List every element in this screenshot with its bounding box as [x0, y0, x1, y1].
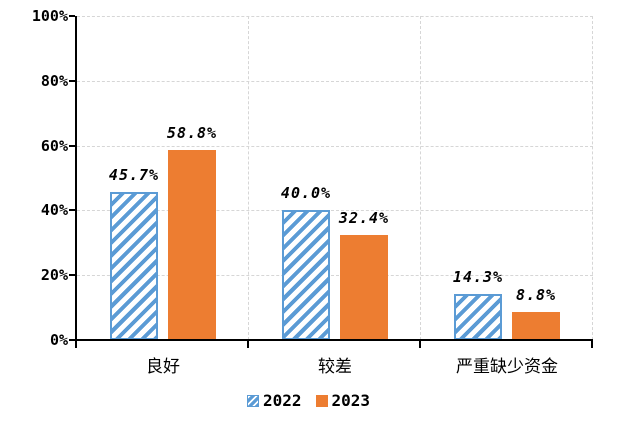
plot-area: 45.7% 58.8% 40.0% 32.4% 14.3% 8.8% — [77, 16, 593, 340]
gridline-horizontal-100 — [77, 16, 593, 17]
y-axis-label-60: 60% — [40, 136, 68, 155]
data-label-2022-1: 45.7% — [108, 165, 160, 184]
data-label-2022-2: 40.0% — [280, 184, 332, 203]
legend-label-2023: 2023 — [331, 391, 371, 410]
y-axis-tick-100 — [69, 15, 75, 17]
gridline-vertical-3 — [592, 16, 593, 340]
y-axis-label-20: 20% — [40, 266, 68, 285]
legend-label-2022: 2022 — [262, 391, 302, 410]
bar-2022-3 — [454, 293, 502, 340]
bar-2023-2 — [340, 235, 388, 340]
x-axis-line — [75, 339, 593, 341]
data-label-2023-2: 32.4% — [338, 209, 390, 228]
gridline-horizontal-20 — [77, 275, 593, 277]
legend: 2022 2023 — [0, 391, 617, 410]
gridline-horizontal-60 — [77, 145, 593, 147]
y-axis-label-0: 0% — [49, 331, 68, 349]
y-axis-tick-80 — [69, 79, 75, 82]
legend-marker-2023 — [315, 394, 328, 407]
bar-2023-3 — [512, 311, 560, 340]
y-axis-line — [75, 16, 77, 347]
x-axis-tick-2 — [419, 341, 421, 348]
bar-2023-1 — [168, 149, 216, 340]
y-axis-tick-40 — [69, 209, 75, 212]
legend-item-2023: 2023 — [315, 391, 371, 410]
gridline-vertical-1 — [248, 16, 249, 340]
data-label-2023-3: 8.8% — [515, 285, 557, 304]
data-label-2023-1: 58.8% — [166, 123, 218, 142]
bar-2022-1 — [110, 191, 158, 340]
y-axis-label-100: 100% — [31, 7, 68, 25]
gridline-vertical-2 — [420, 16, 421, 340]
y-axis-label-80: 80% — [40, 71, 68, 90]
legend-marker-2022 — [246, 394, 259, 407]
x-axis-tick-3 — [591, 341, 593, 348]
data-label-2022-3: 14.3% — [452, 267, 504, 286]
x-axis-tick-1 — [247, 341, 249, 348]
y-axis-tick-20 — [69, 274, 75, 277]
category-label-3: 严重缺少资金 — [456, 357, 558, 377]
x-axis-tick-0 — [75, 341, 77, 348]
legend-item-2022: 2022 — [246, 391, 302, 410]
y-axis-label-40: 40% — [40, 201, 68, 220]
y-axis-tick-60 — [69, 144, 75, 147]
gridline-horizontal-80 — [77, 80, 593, 82]
y-axis-tick-0 — [69, 339, 75, 341]
category-label-2: 较差 — [318, 357, 352, 377]
gridline-horizontal-40 — [77, 210, 593, 212]
bar-2022-2 — [282, 210, 330, 340]
category-label-1: 良好 — [146, 357, 180, 377]
